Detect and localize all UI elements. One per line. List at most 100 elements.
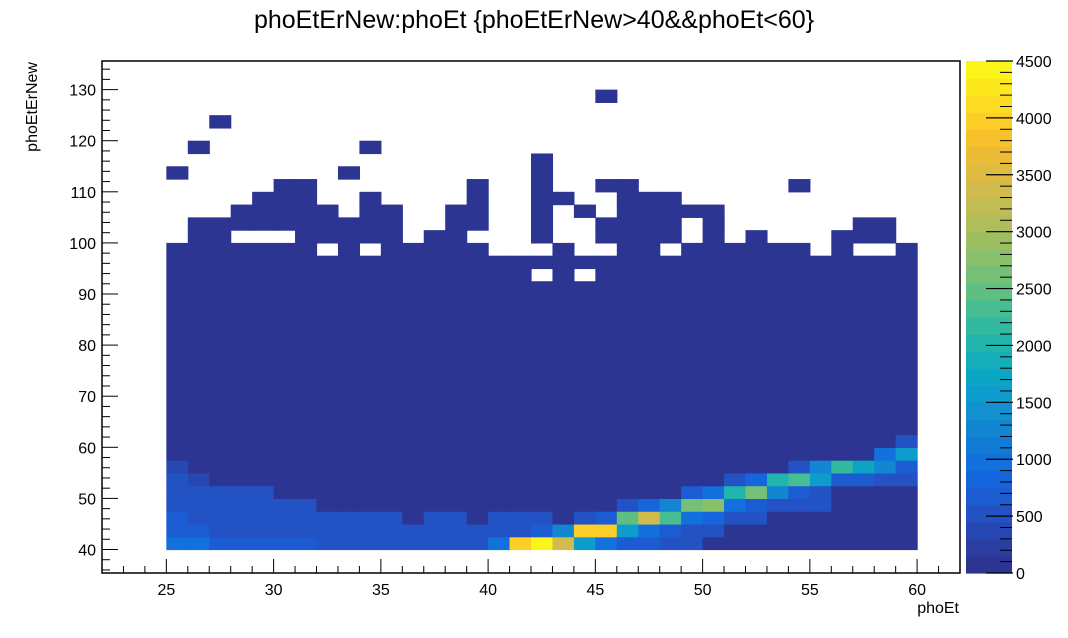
heatmap-cell [488,281,511,295]
heatmap-cell [359,511,382,525]
heatmap-cell [809,511,832,525]
heatmap-cell [809,281,832,295]
heatmap-cell [445,383,468,397]
heatmap-cell [638,294,661,308]
heatmap-cell [745,294,768,308]
heatmap-cell [252,460,275,474]
heatmap-cell [509,536,532,551]
heatmap-cell [166,498,189,512]
heatmap-cell [766,421,789,436]
heatmap-cell [488,421,511,436]
heatmap-cell [659,319,682,333]
heatmap-cell [445,319,468,333]
heatmap-cell [681,268,704,282]
heatmap-cell [766,523,789,538]
heatmap-cell [531,306,554,321]
heatmap-cell [252,396,275,410]
heatmap-cell [423,472,446,487]
heatmap-cell [230,434,253,448]
heatmap-cell [359,370,382,385]
heatmap-cell [852,434,875,448]
heatmap-cell [488,523,511,538]
heatmap-cell [745,421,768,436]
heatmap-cell [852,447,875,461]
heatmap-cell [359,345,382,359]
heatmap-cell [745,230,768,244]
heatmap-cell [531,166,554,180]
heatmap-cell [788,396,811,410]
heatmap-cell [337,217,360,231]
color-scale-swatch [966,231,1012,250]
heatmap-cell [359,357,382,372]
heatmap-cell [895,396,918,410]
heatmap-cell [595,294,618,308]
color-scale-swatch [966,402,1012,420]
heatmap-cell [659,396,682,410]
heatmap-cell [316,306,339,321]
heatmap-cell [831,396,854,410]
heatmap-cell [316,396,339,410]
heatmap-cell [402,370,425,385]
heatmap-cell [230,242,253,257]
heatmap-cell [616,204,639,218]
heatmap-cell [573,396,596,410]
heatmap-cell [874,217,897,231]
heatmap-cell [359,434,382,448]
heatmap-cell [166,460,189,474]
heatmap-cell [187,370,210,385]
heatmap-cell [788,357,811,372]
heatmap-cell [380,421,403,436]
heatmap-cell [573,383,596,397]
heatmap-cell [316,523,339,538]
heatmap-cell [337,396,360,410]
x-tick-label: 40 [479,582,497,599]
heatmap-cell [295,345,318,359]
heatmap-cell [638,396,661,410]
heatmap-cell [659,191,682,206]
heatmap-cell [809,523,832,538]
heatmap-cell [423,268,446,282]
heatmap-cell [831,447,854,461]
heatmap-cell [831,319,854,333]
heatmap-cell [295,268,318,282]
heatmap-cell [702,294,725,308]
heatmap-cell [595,421,618,436]
heatmap-cell [573,332,596,346]
heatmap-cell [745,306,768,321]
heatmap-cell [809,498,832,512]
heatmap-cell [273,536,296,551]
chart-title: phoEtErNew:phoEt {phoEtErNew>40&&phoEt<6… [254,6,814,34]
heatmap-cell [273,179,296,193]
heatmap-cell [187,447,210,461]
heatmap-cell [337,485,360,499]
heatmap-cell [766,268,789,282]
heatmap-cell [895,370,918,385]
heatmap-cell [788,408,811,423]
heatmap-cell [252,536,275,551]
heatmap-cell [852,319,875,333]
heatmap-cell [295,357,318,372]
heatmap-cell [874,345,897,359]
heatmap-cell [852,281,875,295]
heatmap-cell [423,306,446,321]
heatmap-cell [659,268,682,282]
heatmap-cell [766,498,789,512]
color-scale-label: 1000 [1016,452,1052,469]
heatmap-cell [638,536,661,551]
heatmap-cell [573,485,596,499]
heatmap-cell [230,357,253,372]
heatmap-cell [659,447,682,461]
heatmap-cell [488,434,511,448]
heatmap-cell [595,498,618,512]
heatmap-cell [423,511,446,525]
heatmap-cell [166,370,189,385]
heatmap-cell [874,472,897,487]
heatmap-cell [531,332,554,346]
heatmap-cell [230,536,253,551]
heatmap-cell [659,383,682,397]
heatmap-cell [209,230,232,244]
heatmap-cell [874,306,897,321]
heatmap-cell [552,536,575,551]
heatmap-cell [273,217,296,231]
heatmap-cell [316,383,339,397]
